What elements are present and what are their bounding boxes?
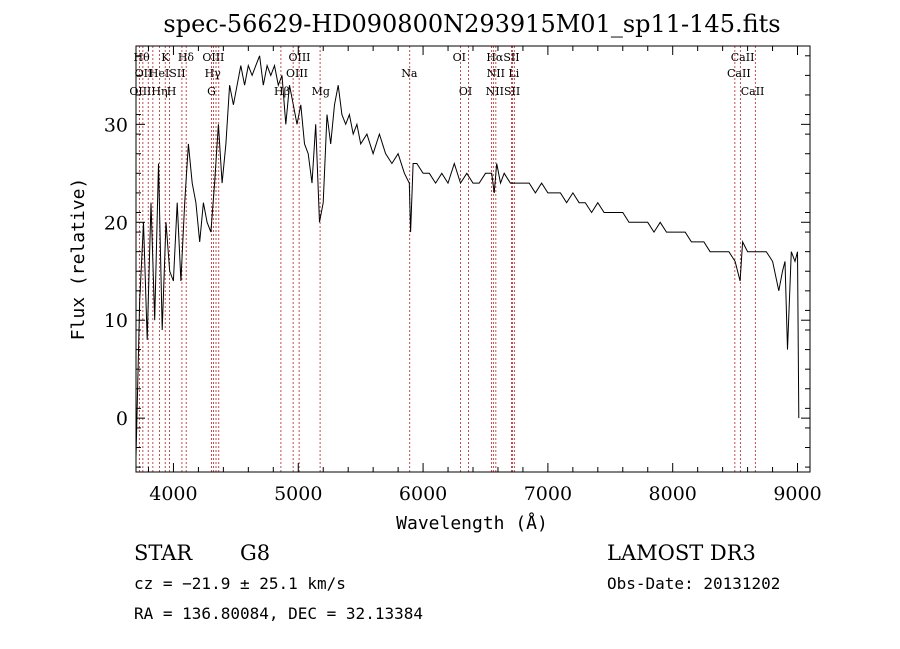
line-label: G [207, 85, 216, 98]
line-marker-group [138, 46, 756, 472]
line-label: Hδ [178, 51, 195, 64]
x-axis: 4000 5000 6000 7000 8000 9000 [147, 46, 822, 505]
y-tick-label: 10 [104, 310, 128, 332]
subclass: G8 [240, 541, 270, 565]
y-tick-label: 0 [116, 408, 128, 430]
line-label: OIIIHη [129, 85, 167, 98]
line-label: OIII [202, 51, 224, 64]
line-label: NIISII [486, 85, 521, 98]
line-label: CaII [727, 67, 751, 80]
line-label: NII Li [487, 67, 520, 80]
cz-value: cz = −21.9 ± 25.1 km/s [134, 574, 346, 593]
line-label: CaII [731, 51, 755, 64]
line-label: Hθ [134, 51, 151, 64]
x-axis-label: Wavelength (Å) [396, 512, 548, 534]
line-label: OIII [286, 67, 308, 80]
line-label: Na [401, 67, 418, 80]
survey-name: LAMOST DR3 [607, 541, 756, 565]
line-label: OI [453, 51, 466, 64]
spectrum-line [135, 55, 800, 458]
coordinates: RA = 136.80084, DEC = 32.13384 [134, 604, 423, 623]
line-label: HeISII [149, 67, 186, 80]
x-tick-label: 7000 [524, 483, 572, 505]
line-label: Mg [312, 85, 330, 98]
y-axis-label: Flux (relative) [68, 178, 89, 341]
line-label: OIII [288, 51, 310, 64]
x-tick-label: 4000 [149, 483, 197, 505]
line-label: Hβ [274, 85, 290, 98]
line-label: H [167, 85, 177, 98]
y-axis: 0 10 20 30 [104, 55, 810, 468]
x-tick-label: 9000 [773, 483, 821, 505]
plot-frame [135, 45, 811, 473]
x-tick-label: 6000 [399, 483, 447, 505]
y-tick-label: 30 [104, 114, 128, 136]
y-tick-label: 20 [104, 212, 128, 234]
line-label: OII [135, 67, 153, 80]
x-tick-label: 8000 [649, 483, 697, 505]
object-class: STAR [134, 541, 193, 565]
line-label: HαSII [486, 51, 519, 64]
obs-date: Obs-Date: 20131202 [607, 574, 780, 593]
x-tick-label: 5000 [274, 483, 322, 505]
line-label: Hγ [205, 67, 222, 80]
line-label: CaII [741, 85, 765, 98]
line-label: OI [459, 85, 472, 98]
line-label: K [161, 51, 170, 64]
chart-title: spec-56629-HD090800N293915M01_sp11-145.f… [163, 10, 780, 38]
